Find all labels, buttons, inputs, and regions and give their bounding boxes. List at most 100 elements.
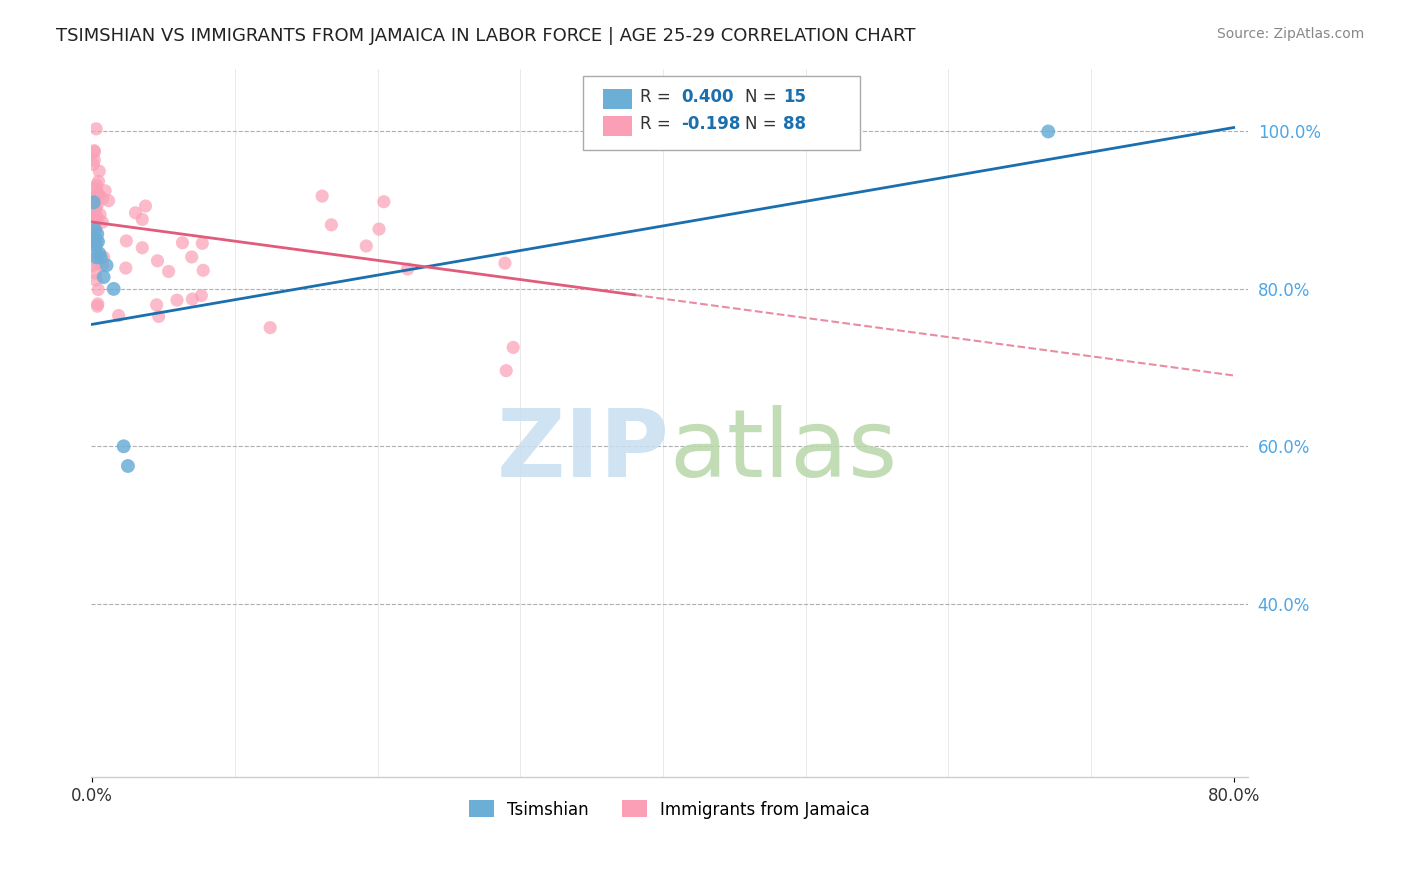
Point [82,242,104,256]
Point [84,202,107,216]
Text: TSIMSHIAN VS IMMIGRANTS FROM JAMAICA IN LABOR FORCE | AGE 25-29 CORRELATION CHAR: TSIMSHIAN VS IMMIGRANTS FROM JAMAICA IN … [56,27,915,45]
FancyBboxPatch shape [603,116,633,136]
Point [83,236,105,251]
Point [86,299,108,313]
Point [107,309,129,323]
Point [495,364,517,378]
Legend: Tsimshian, Immigrants from Jamaica: Tsimshian, Immigrants from Jamaica [463,794,877,825]
Point [91,215,114,229]
Point [82,204,104,219]
Point [190,288,212,302]
Point [83,144,105,158]
Point [82,157,104,171]
Point [84,273,107,287]
Point [84,121,107,136]
Point [83,153,105,168]
Point [84,244,107,259]
Point [89,246,111,260]
Point [181,292,204,306]
Point [86,233,108,247]
Point [86,199,108,213]
Point [124,206,146,220]
Point [396,262,419,277]
Point [86,178,108,192]
Point [84,212,107,227]
Point [117,458,139,473]
Text: 15: 15 [783,87,806,106]
Point [259,320,281,334]
Point [84,239,107,253]
Point [86,211,108,225]
Point [180,250,202,264]
Point [87,235,110,249]
Point [83,195,105,210]
Point [83,192,105,206]
Point [82,259,104,273]
Point [82,190,104,204]
Text: R =: R = [641,115,676,134]
Point [87,283,110,297]
Point [87,174,110,188]
Point [83,223,105,237]
Point [83,238,105,252]
Point [368,222,391,236]
Point [83,227,105,242]
Point [131,241,153,255]
Point [86,248,108,262]
Point [321,218,343,232]
Text: 88: 88 [783,115,806,134]
Point [83,219,105,233]
Point [166,293,188,307]
Point [90,251,112,265]
Text: R =: R = [641,87,676,106]
Point [82,219,104,234]
Point [84,207,107,221]
Point [114,261,136,276]
Point [84,223,107,237]
FancyBboxPatch shape [582,76,860,150]
Point [83,227,105,242]
Point [115,234,138,248]
Point [83,203,105,218]
Point [86,227,108,241]
Point [354,239,377,253]
Point [89,164,111,178]
FancyBboxPatch shape [603,89,633,109]
Point [84,266,107,280]
Point [94,184,117,198]
Point [494,256,516,270]
Point [103,282,125,296]
Point [83,232,105,246]
Text: 0.400: 0.400 [681,87,734,106]
Point [93,250,115,264]
Point [89,207,111,221]
Point [84,202,107,217]
Point [82,221,104,235]
Point [83,194,105,209]
Point [172,235,194,250]
Point [157,264,180,278]
Point [87,186,110,201]
Point [84,181,107,195]
Point [86,257,108,271]
Point [91,258,114,272]
Point [82,235,104,249]
Point [145,298,167,312]
Text: N =: N = [745,115,782,134]
Point [191,236,214,251]
Point [93,270,115,285]
Point [83,246,105,260]
Point [83,211,105,226]
Point [146,253,169,268]
Point [87,297,110,311]
Text: -0.198: -0.198 [681,115,741,134]
Point [84,240,107,254]
Point [131,212,153,227]
Point [83,198,105,212]
Point [311,189,333,203]
Point [96,258,118,272]
Point [82,234,104,248]
Point [502,340,524,354]
Point [191,263,214,277]
Text: N =: N = [745,87,782,106]
